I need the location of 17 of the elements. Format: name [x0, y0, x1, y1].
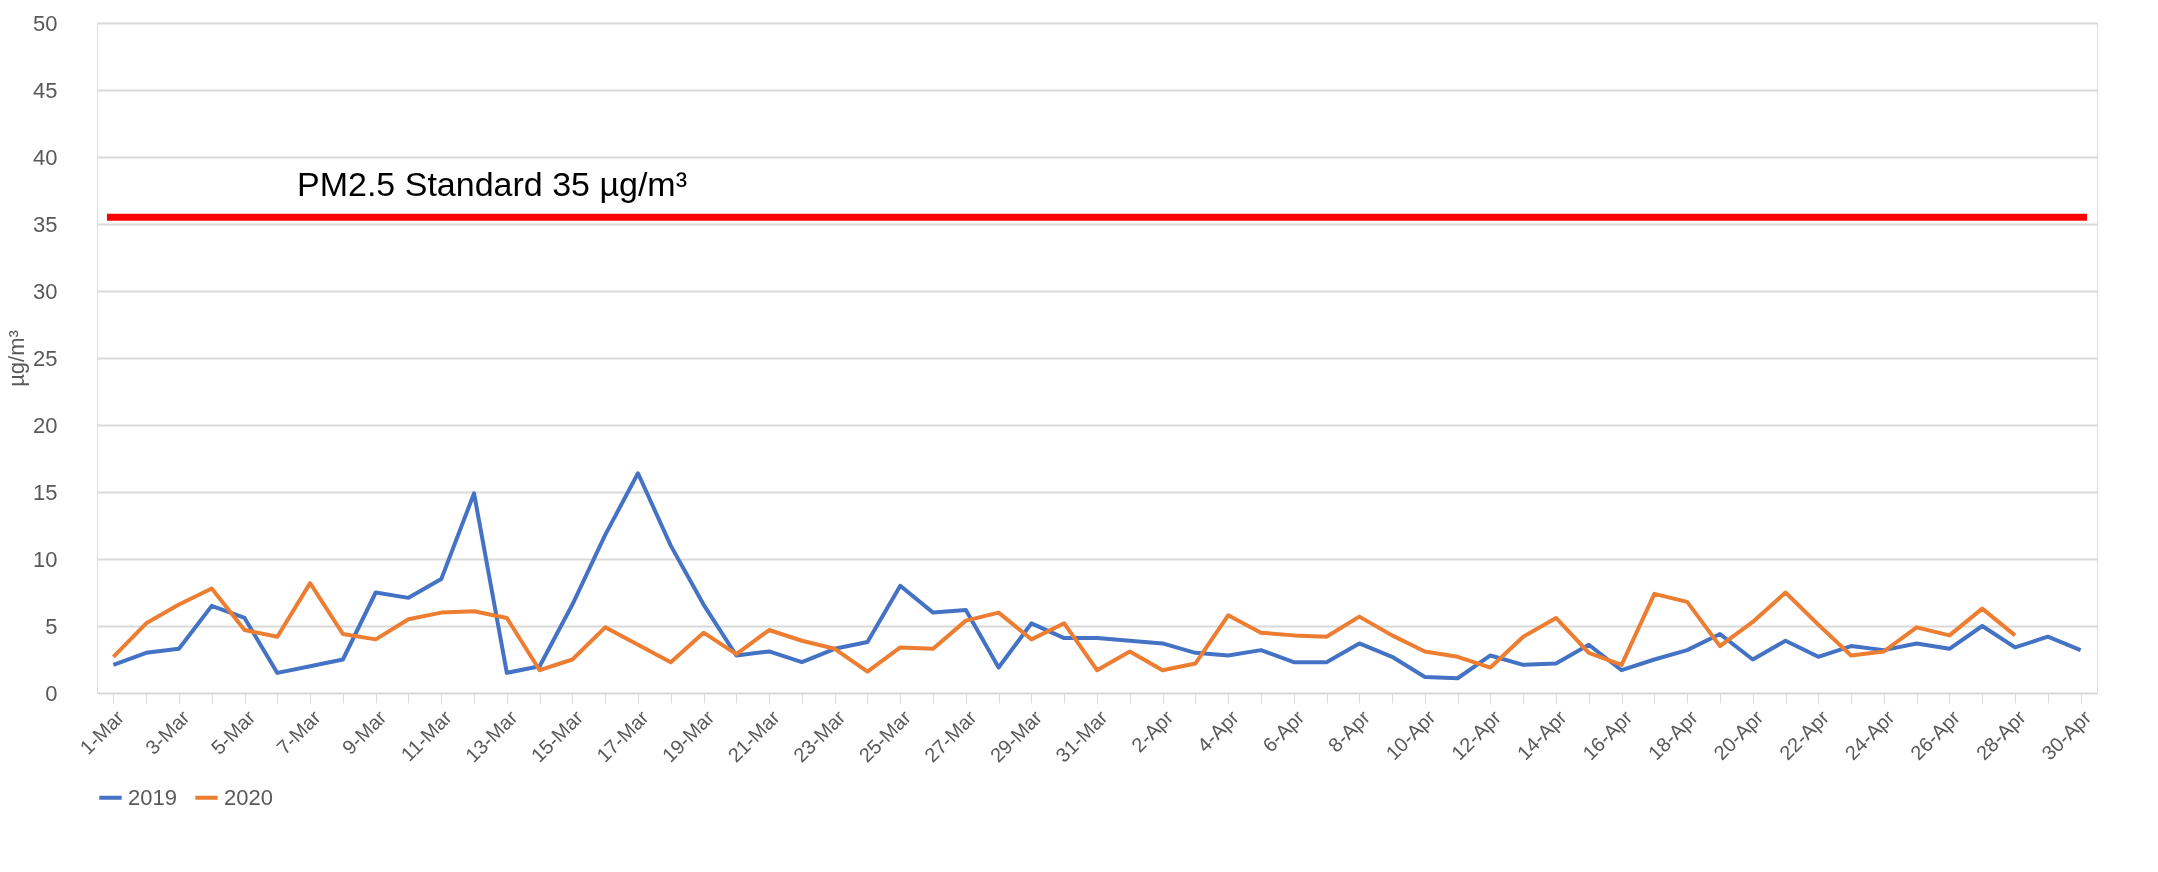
line-series: [111, 581, 2018, 674]
line-series: [111, 471, 2083, 681]
y-tick-label: 15: [33, 479, 58, 505]
legend-label: 2020: [224, 784, 273, 810]
y-tick-label: 25: [33, 345, 58, 371]
y-tick-label: 0: [45, 680, 58, 706]
y-tick-label: 10: [33, 546, 58, 572]
y-axis-title: µg/m³: [4, 330, 30, 387]
y-tick-label: 5: [45, 613, 58, 639]
ref-line-label: PM2.5 Standard 35 µg/m³: [297, 165, 688, 204]
y-tick-label: 45: [33, 77, 58, 103]
y-tick-label: 50: [33, 10, 58, 36]
y-tick-label: 20: [33, 412, 58, 438]
y-tick-label: 35: [33, 211, 58, 237]
y-tick-label: 30: [33, 278, 58, 304]
legend-label: 2019: [128, 784, 177, 810]
y-tick-label: 40: [33, 144, 58, 170]
